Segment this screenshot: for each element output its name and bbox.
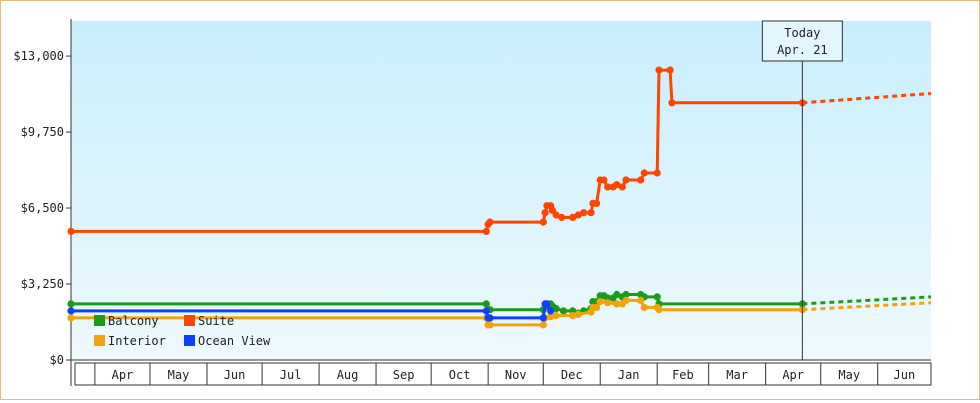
x-tick-label: Oct	[449, 368, 471, 382]
series-suite-point[interactable]	[580, 209, 588, 217]
series-ocean-view	[67, 300, 555, 322]
legend-label: Suite	[198, 314, 234, 328]
series-suite-point[interactable]	[668, 99, 676, 107]
legend: Balcony Suite Interior Ocean View	[94, 314, 271, 348]
series-suite-forecast-line	[802, 92, 932, 105]
y-tick-label: $6,500	[21, 201, 64, 215]
legend-label: Interior	[108, 334, 166, 348]
legend-swatch	[184, 335, 195, 346]
legend-swatch	[94, 335, 105, 346]
series-ocean-view-point[interactable]	[539, 314, 547, 322]
x-tick-label: Mar	[726, 368, 748, 382]
series-suite-point[interactable]	[541, 209, 549, 217]
today-label-title: Today	[784, 26, 820, 40]
series-suite-point[interactable]	[486, 218, 494, 226]
series-interior-point[interactable]	[67, 314, 75, 322]
y-tick-label: $0	[50, 353, 64, 367]
today-marker: Today Apr. 21	[761, 20, 843, 360]
series-suite-point[interactable]	[482, 227, 490, 235]
series-balcony-point[interactable]	[613, 290, 621, 299]
series-suite-point[interactable]	[653, 169, 661, 177]
y-tick-label: $3,250	[21, 277, 64, 291]
x-tick-label: Jan	[618, 368, 640, 382]
x-tick-label: Jun	[894, 368, 916, 382]
series-interior-point[interactable]	[552, 312, 560, 320]
series-interior-forecast-line	[802, 301, 932, 312]
series-interior-point[interactable]	[547, 313, 555, 321]
series-interior-point[interactable]	[539, 321, 547, 329]
series-suite-point[interactable]	[552, 211, 560, 219]
x-tick-label: Dec	[561, 368, 583, 382]
x-axis-band: Apr May Jun Jul Aug Sep Oct Nov Dec Jan Feb Mar Apr M…	[74, 362, 932, 386]
x-tick-label: Sep	[393, 368, 415, 382]
legend-swatch	[94, 315, 105, 326]
series-interior-point[interactable]	[596, 298, 604, 306]
legend-swatch	[184, 315, 195, 326]
x-tick-label: May	[838, 368, 860, 382]
x-tick-label: Jun	[224, 368, 246, 382]
series-ocean-view-point[interactable]	[482, 307, 490, 315]
series-suite-point[interactable]	[67, 227, 75, 235]
series-balcony-point[interactable]	[552, 305, 560, 313]
series-interior-point[interactable]	[655, 306, 663, 314]
today-label-box	[761, 20, 843, 62]
series-balcony-point[interactable]	[653, 293, 661, 301]
x-tick-label: Feb	[672, 368, 694, 382]
series-ocean-view-point[interactable]	[486, 314, 494, 322]
series-interior-point[interactable]	[640, 303, 648, 311]
legend-item-suite[interactable]: Suite	[184, 314, 234, 328]
x-tick-label: Jul	[280, 368, 302, 382]
x-tick-label: Aug	[337, 368, 359, 382]
y-tick-label: $9,750	[21, 125, 64, 139]
series-suite-point[interactable]	[593, 199, 601, 207]
series-suite-point[interactable]	[574, 211, 582, 219]
series-interior-point[interactable]	[574, 310, 582, 318]
series-suite-point[interactable]	[600, 176, 608, 184]
series-suite-point[interactable]	[558, 213, 566, 221]
series-layer	[67, 66, 932, 329]
series-ocean-view-point[interactable]	[543, 300, 551, 308]
legend-item-ocean-view[interactable]: Ocean View	[184, 334, 271, 348]
y-tick-label: $13,000	[13, 49, 64, 63]
legend-item-balcony[interactable]: Balcony	[94, 314, 159, 328]
x-tick-label: Apr	[782, 368, 804, 382]
series-suite-point[interactable]	[655, 66, 663, 74]
x-tick-label: May	[168, 368, 190, 382]
series-suite-point[interactable]	[604, 183, 612, 191]
series-suite-point[interactable]	[666, 66, 674, 74]
series-interior-point[interactable]	[637, 296, 645, 304]
x-tick-label: Nov	[505, 368, 527, 382]
series-suite-point[interactable]	[640, 169, 648, 177]
series-balcony-point[interactable]	[559, 307, 568, 315]
series-suite-point[interactable]	[587, 209, 595, 217]
series-balcony-forecast-line	[802, 295, 932, 306]
legend-item-interior[interactable]: Interior	[94, 334, 166, 348]
series-interior-point[interactable]	[593, 303, 601, 311]
series-suite-point[interactable]	[569, 213, 577, 221]
series-suite-point[interactable]	[622, 176, 630, 184]
series-balcony-point[interactable]	[622, 290, 630, 299]
series-ocean-view-point[interactable]	[67, 307, 75, 315]
legend-label: Ocean View	[198, 334, 271, 348]
y-axis: $0 $3,250 $6,500 $9,750 $13,000	[13, 19, 931, 386]
legend-label: Balcony	[108, 314, 159, 328]
series-suite-point[interactable]	[613, 181, 621, 189]
series-interior-point[interactable]	[613, 300, 621, 308]
series-interior-point[interactable]	[569, 312, 577, 320]
series-interior-point[interactable]	[604, 299, 612, 307]
series-balcony-point[interactable]	[482, 300, 490, 308]
x-tick-label: Apr	[112, 368, 134, 382]
series-ocean-view-point[interactable]	[547, 307, 555, 315]
series-interior-point[interactable]	[486, 321, 494, 329]
series-suite	[67, 66, 932, 235]
series-interior-point[interactable]	[622, 296, 630, 304]
today-label-date: Apr. 21	[777, 43, 828, 57]
series-suite-point[interactable]	[539, 218, 547, 226]
series-suite-point[interactable]	[618, 183, 626, 191]
x-axis-label-band	[74, 362, 932, 386]
series-balcony-point[interactable]	[67, 300, 75, 308]
series-suite-point[interactable]	[637, 176, 645, 184]
